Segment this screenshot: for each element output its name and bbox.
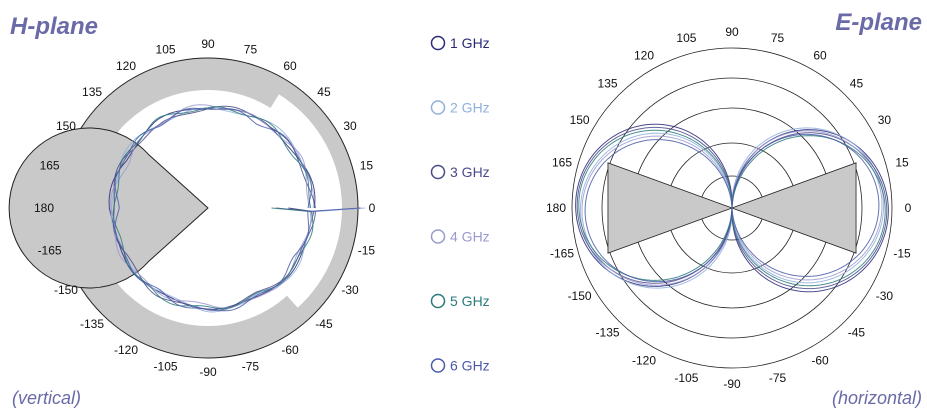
h-plane-series-6: [114, 107, 361, 312]
h-plane-angle-label: 90: [201, 37, 215, 51]
e-plane-angle-label: -60: [811, 353, 829, 367]
h-plane-subtitle: (vertical): [12, 388, 81, 408]
legend-marker-icon: [430, 229, 446, 244]
h-plane-series-5: [112, 106, 314, 310]
h-plane-inner-sector: [8, 127, 209, 289]
legend-label: 6 GHz: [450, 358, 490, 374]
h-plane-inner-notch-lower: [245, 258, 266, 277]
h-plane-ring-notch: [270, 94, 342, 308]
h-plane-angle-label: -60: [281, 343, 299, 357]
h-plane-angle-label: -135: [80, 317, 104, 331]
e-plane-angle-label: 105: [676, 31, 696, 45]
e-plane-angle-label: -120: [632, 353, 656, 367]
e-plane-angle-label: 60: [813, 49, 827, 63]
e-plane-subtitle: (horizontal): [832, 388, 922, 408]
e-plane-angle-label: 15: [895, 155, 909, 169]
h-plane-angle-label: -90: [199, 365, 217, 379]
frequency-legend: 1 GHz 2 GHz 3 GHz 4 GHz 5 GHz 6 GHz: [430, 35, 490, 374]
e-plane-angle-label: 150: [570, 113, 590, 127]
h-plane-angle-label: 105: [156, 43, 176, 57]
e-plane-angle-label: -75: [769, 371, 787, 385]
e-plane-series-4: [581, 130, 883, 286]
h-plane-inner-notch-upper: [245, 139, 266, 158]
h-plane-angle-label: 150: [56, 119, 76, 133]
e-plane-shaded-sector: [730, 162, 857, 254]
h-plane-angle-label: 120: [116, 59, 136, 73]
legend-marker-icon: [430, 293, 446, 309]
e-plane-angle-label: -135: [596, 325, 620, 339]
h-plane-angle-label: -45: [315, 317, 333, 331]
h-plane-angle-label: 165: [40, 159, 60, 173]
legend-label: 4 GHz: [450, 229, 490, 245]
legend-marker-icon: [430, 164, 446, 180]
h-plane-angle-label: 60: [283, 59, 297, 73]
legend-marker-icon: [430, 358, 446, 373]
e-plane-angle-label: 30: [878, 113, 892, 127]
e-plane-angle-label: -30: [876, 289, 894, 303]
h-plane-angle-label: -15: [358, 243, 376, 257]
e-plane-series-5: [578, 129, 886, 287]
e-plane-angle-label: 135: [598, 77, 618, 91]
e-plane-series-1: [575, 123, 889, 293]
e-plane-angle-label: -90: [723, 377, 741, 391]
h-plane-angle-label: -30: [341, 283, 359, 297]
e-plane-angle-label: -15: [893, 247, 911, 261]
e-plane-series-2: [579, 127, 885, 289]
e-plane-angle-label: -105: [674, 371, 698, 385]
legend-label: 5 GHz: [450, 293, 490, 309]
h-plane-plot: 90 75604530150-15-30-45-60-75-90-105-120-…: [8, 37, 376, 379]
h-plane-angle-label: -105: [154, 359, 178, 373]
h-plane-angle-label: 30: [343, 119, 357, 133]
legend-marker-icon: [430, 100, 446, 115]
e-plane-angle-label: 165: [552, 155, 572, 169]
e-plane-angle-label: 75: [771, 31, 785, 45]
e-plane-shaded-sector: [607, 162, 734, 254]
h-plane-angle-label: 180: [34, 201, 54, 215]
e-plane-angle-label: 180: [546, 201, 566, 215]
h-plane-title: H-plane: [10, 13, 98, 40]
legend-label: 2 GHz: [450, 100, 490, 116]
h-plane-angle-label: 0: [369, 201, 376, 215]
e-plane-plot: 90 75604530150-15-30-45-60-75-90-105-120-…: [546, 25, 912, 391]
legend-label: 3 GHz: [450, 164, 490, 180]
e-plane-title: E-plane: [835, 9, 922, 36]
h-plane-angle-label: -165: [38, 243, 62, 257]
h-plane-series-4: [110, 104, 362, 309]
e-plane-series-3: [576, 126, 888, 290]
h-plane-angle-label: -150: [54, 283, 78, 297]
e-plane-angle-label: -45: [848, 325, 866, 339]
legend-label: 1 GHz: [450, 35, 490, 51]
e-plane-angle-label: -165: [550, 247, 574, 261]
e-plane-angle-label: 0: [905, 201, 912, 215]
h-plane-angle-label: -120: [114, 343, 138, 357]
h-plane-angle-label: -75: [242, 359, 260, 373]
e-plane-angle-label: 120: [634, 49, 654, 63]
h-plane-angle-label: 135: [82, 85, 102, 99]
legend-marker-icon: [430, 35, 446, 51]
e-plane-angle-label: 45: [850, 77, 864, 91]
e-plane-series-6: [584, 133, 880, 283]
e-plane-angle-label: 90: [725, 25, 739, 39]
h-plane-angle-label: 75: [244, 43, 258, 57]
e-plane-grid-circle: [601, 77, 863, 339]
h-plane-angle-label: 45: [317, 85, 331, 99]
e-plane-angle-label: -150: [568, 289, 592, 303]
h-plane-angle-label: 15: [360, 159, 374, 173]
e-plane-grid-circle: [571, 47, 893, 369]
